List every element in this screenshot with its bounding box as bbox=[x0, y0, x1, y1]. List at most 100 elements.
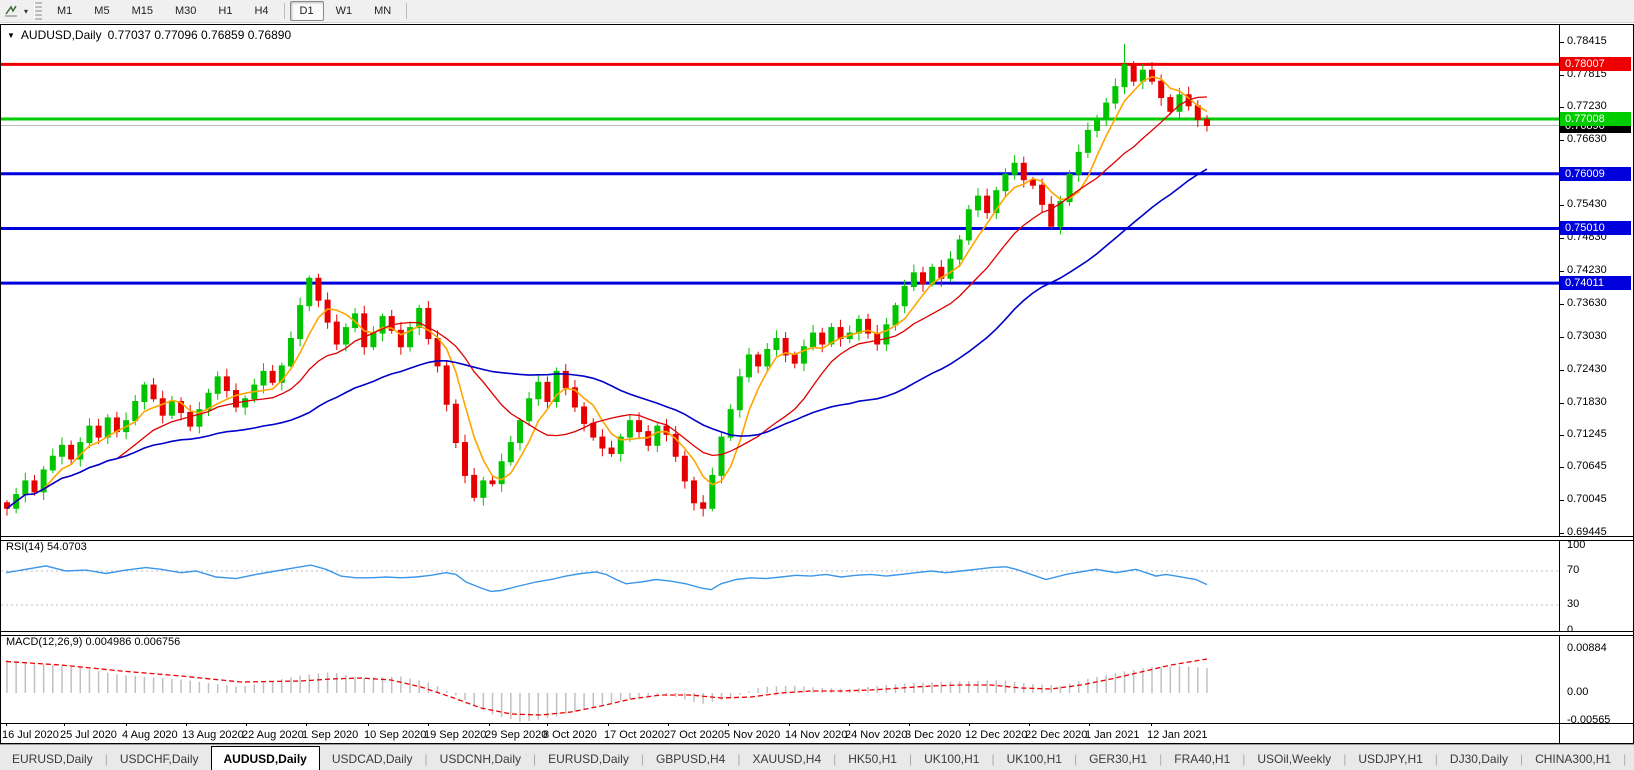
price-tick bbox=[1560, 106, 1564, 108]
chart-tab-hk50-h1[interactable]: HK50,H1 bbox=[848, 752, 897, 766]
chart-tab-dj30-daily[interactable]: DJ30,Daily bbox=[1449, 752, 1508, 766]
macd-signal-line[interactable] bbox=[5, 658, 1208, 716]
price-tick bbox=[1560, 402, 1564, 404]
date-tick bbox=[969, 723, 970, 726]
price-tick-label: 0.74230 bbox=[1567, 264, 1607, 277]
timeframe-button-m5[interactable]: M5 bbox=[94, 5, 110, 17]
date-axis-divider bbox=[1, 723, 1633, 724]
price-tick bbox=[1560, 205, 1564, 207]
timeframe-button-h1[interactable]: H1 bbox=[218, 5, 233, 17]
price-tick bbox=[1560, 467, 1564, 469]
main-price-chart[interactable] bbox=[1, 25, 1559, 536]
tab-separator: | bbox=[908, 752, 913, 766]
chart-tab-xauusd-h4[interactable]: XAUUSD,H4 bbox=[752, 752, 822, 766]
tab-separator: | bbox=[533, 752, 537, 766]
chart-window: ▼ AUDUSD,Daily 0.77037 0.77096 0.76859 0.7… bbox=[0, 24, 1634, 744]
ma-line-fast[interactable] bbox=[6, 75, 1208, 509]
rsi-line[interactable] bbox=[5, 564, 1208, 593]
date-tick bbox=[608, 723, 609, 726]
date-label: 1 Sep 2020 bbox=[302, 729, 359, 741]
date-label: 14 Nov 2020 bbox=[785, 729, 848, 741]
price-tick bbox=[1560, 304, 1564, 306]
date-label: 8 Oct 2020 bbox=[543, 729, 597, 741]
date-tick bbox=[64, 723, 65, 726]
price-tick bbox=[1560, 271, 1564, 273]
date-label: 5 Nov 2020 bbox=[724, 729, 781, 741]
tab-separator: | bbox=[424, 752, 428, 766]
price-tick bbox=[1560, 434, 1564, 436]
price-tick-label: 0.78415 bbox=[1567, 35, 1607, 47]
panel-splitter[interactable] bbox=[1, 631, 1633, 636]
ma-line-slow[interactable] bbox=[6, 168, 1208, 509]
date-label: 1 Jan 2021 bbox=[1085, 729, 1140, 741]
date-tick bbox=[668, 723, 669, 726]
chart-tab-usdjpy-h1[interactable]: USDJPY,H1 bbox=[1358, 752, 1423, 766]
date-label: 22 Dec 2020 bbox=[1025, 729, 1088, 741]
price-tick-label: 0.69445 bbox=[1567, 526, 1607, 539]
timeframe-button-d1[interactable]: D1 bbox=[289, 1, 324, 21]
date-tick bbox=[6, 723, 7, 726]
date-label: 17 Oct 2020 bbox=[604, 729, 664, 741]
price-tick-label: 0.70645 bbox=[1567, 460, 1607, 473]
date-label: 29 Sep 2020 bbox=[485, 729, 548, 741]
ma-line-mid[interactable] bbox=[6, 96, 1207, 509]
timeframe-button-mn[interactable]: MN bbox=[374, 5, 392, 17]
price-tick-label: 0.70045 bbox=[1567, 493, 1607, 506]
level-price-flag: 0.76009 bbox=[1560, 166, 1631, 181]
chart-tab-eurusd-daily[interactable]: EURUSD,Daily bbox=[548, 752, 629, 766]
date-label: 27 Oct 2020 bbox=[664, 729, 724, 741]
date-label: 12 Dec 2020 bbox=[965, 729, 1028, 741]
price-axis-line bbox=[1559, 25, 1560, 743]
date-tick bbox=[547, 723, 548, 726]
price-tick bbox=[1560, 336, 1564, 338]
chart-tab-uk100-h1[interactable]: UK100,H1 bbox=[1006, 752, 1062, 766]
timeframe-button-h4[interactable]: H4 bbox=[254, 5, 269, 17]
chart-tab-eurusd-daily[interactable]: EURUSD,Daily bbox=[12, 752, 93, 766]
panel-splitter[interactable] bbox=[1, 536, 1633, 541]
macd-panel[interactable] bbox=[1, 634, 1559, 723]
candles-group bbox=[4, 43, 1210, 517]
price-tick-label: 0.73030 bbox=[1567, 329, 1607, 342]
date-label: 16 Jul 2020 bbox=[2, 729, 59, 741]
chart-tab-usdcnh-daily[interactable]: USDCNH,Daily bbox=[439, 752, 522, 766]
price-tick-label: 0.71245 bbox=[1567, 427, 1607, 440]
rsi-panel[interactable] bbox=[1, 539, 1559, 631]
date-label: 13 Aug 2020 bbox=[182, 729, 244, 741]
chart-tab-gbpusd-h4[interactable]: GBPUSD,H4 bbox=[655, 752, 726, 766]
toolbar-grip[interactable] bbox=[34, 2, 42, 20]
chart-tab-usoil-weekly[interactable]: USOil,Weekly bbox=[1257, 752, 1332, 766]
tab-separator: | bbox=[1073, 752, 1078, 766]
chart-tab-usdcad-daily[interactable]: USDCAD,Daily bbox=[331, 752, 413, 766]
price-tick bbox=[1560, 369, 1564, 371]
date-label: 25 Jul 2020 bbox=[60, 729, 117, 741]
level-price-flag: 0.78007 bbox=[1560, 57, 1631, 72]
price-tick bbox=[1560, 238, 1564, 240]
date-tick bbox=[489, 723, 490, 726]
chart-tab-china300-h1[interactable]: CHINA300,H1 bbox=[1535, 752, 1612, 766]
chart-tab-uk100-h1[interactable]: UK100,H1 bbox=[924, 752, 980, 766]
timeframe-button-m15[interactable]: M15 bbox=[131, 5, 153, 17]
dropdown-caret-icon[interactable]: ▾ bbox=[23, 6, 28, 16]
chart-title: ▼ AUDUSD,Daily 0.77037 0.77096 0.76859 0.7… bbox=[7, 28, 291, 42]
chart-tab-ger30-h1[interactable]: GER30,H1 bbox=[1089, 752, 1148, 766]
tab-separator: | bbox=[1519, 752, 1524, 766]
date-tick bbox=[849, 723, 850, 726]
date-label: 22 Aug 2020 bbox=[242, 729, 304, 741]
price-tick-label: 0.71830 bbox=[1567, 395, 1607, 408]
chart-tab-fra40-h1[interactable]: FRA40,H1 bbox=[1174, 752, 1231, 766]
tab-separator: | bbox=[104, 752, 108, 766]
timeframe-button-w1[interactable]: W1 bbox=[335, 5, 353, 17]
chart-tab-usoil[interactable]: USOil, bbox=[1626, 748, 1634, 770]
date-tick bbox=[246, 723, 247, 726]
chart-tab-usdchf-daily[interactable]: USDCHF,Daily bbox=[119, 752, 199, 766]
cursor-tool-icon[interactable] bbox=[2, 2, 20, 20]
price-tick bbox=[1560, 139, 1564, 141]
timeframe-button-m1[interactable]: M1 bbox=[57, 5, 73, 17]
date-tick bbox=[789, 723, 790, 726]
chart-tab-audusd-daily[interactable]: AUDUSD,Daily bbox=[210, 746, 320, 770]
date-tick bbox=[1089, 723, 1090, 726]
date-label: 4 Aug 2020 bbox=[122, 729, 178, 741]
timeframe-button-m30[interactable]: M30 bbox=[174, 5, 197, 17]
rsi-axis-label: 30 bbox=[1567, 598, 1580, 610]
